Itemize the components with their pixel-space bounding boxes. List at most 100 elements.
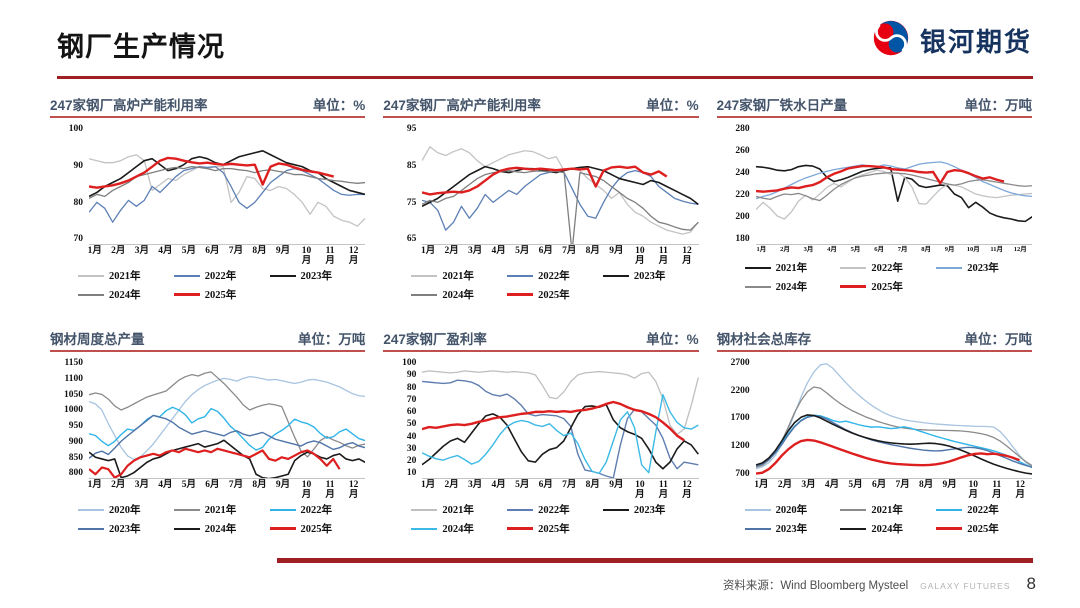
chart-canvas [755,359,1032,479]
chart-title: 钢材周度总产量 [50,332,145,347]
legend-item: 2025年 [173,287,270,302]
legend-line-marker [744,285,771,288]
legend-line-marker [744,266,771,269]
chart-unit-label: 单位：万吨 [964,332,1033,347]
y-tick-label: 100 [402,358,417,368]
legend-item: 2025年 [507,287,603,302]
chart-title: 247家钢厂铁水日产量 [716,98,848,113]
x-tick-month-char: 月 [635,255,645,266]
x-tick-label: 4月 [491,246,506,256]
y-tick-label: 60 [406,407,417,418]
x-tick-label: 4月 [158,246,173,256]
y-tick-label: 30 [406,443,417,454]
legend-line-marker [173,527,200,530]
y-tick-label: 220 [735,190,750,201]
x-tick-label: 5月 [515,480,530,490]
legend-line-marker [173,508,200,511]
page-number: 8 [1026,574,1036,593]
y-tick-label: 70 [73,234,84,245]
legend-line-marker [840,527,867,530]
legend-item: 2022年 [269,502,366,517]
line-series-2022年 [422,380,698,478]
y-tick-label: 1100 [64,373,83,384]
chart-panel-blast-furnace-utilization-1: 247家钢厂高炉产能利用率 单位：% 100 90 80 70 1月 2月 3月 4月 5月 6… [50,94,366,306]
x-tick-label: 7月 [897,246,908,253]
legend-line-marker [936,527,963,530]
legend-label: 2021年 [204,505,237,516]
line-series-2025年 [89,449,340,478]
x-tick-month-char: 月 [682,255,692,266]
legend: 2021年 2022年 2023年 2024年 2025年 [744,260,1032,298]
legend-item: 2022年 [507,502,603,517]
legend-label: 2025年 [300,524,333,535]
x-tick-month-char: 月 [348,255,359,266]
legend-label: 2023年 [633,505,666,516]
legend-line-marker [78,508,104,511]
brand-logo: 银河期货 [871,18,1032,63]
legend-item: 2021年 [411,268,507,283]
x-tick-label: 2月 [111,480,126,490]
legend: 2020年 2021年 2022年 2023年 2024年 2025年 [744,502,1032,540]
line-series-2025年 [89,158,334,188]
x-tick-label: 5月 [850,246,861,253]
x-tick-label: 4月 [824,480,840,490]
x-tick-label: 3月 [468,480,483,490]
plot-area: 95 85 75 65 [383,124,699,245]
legend-item: 2020年 [78,502,174,517]
legend-label: 2025年 [967,524,999,535]
legend-label: 2024年 [442,290,474,301]
galaxy-swirl-icon [871,18,911,63]
legend-line-marker [840,508,867,511]
y-tick-label: 1050 [64,389,83,400]
line-series-2022年 [89,167,365,223]
legend-item: 2023年 [744,521,841,536]
chart-title: 钢材社会总库存 [716,332,812,347]
x-tick-label: 6月 [874,246,884,253]
x-tick-number: 12 [348,480,359,490]
x-tick-label: 1月 [420,246,436,256]
line-series-2021年 [756,165,1032,221]
chart-title: 247家钢厂盈利率 [383,332,487,347]
legend-label: 2023年 [109,524,141,535]
line-series-2023年 [756,162,1032,199]
legend-item: 2023年 [602,502,699,517]
x-tick-label: 5月 [181,480,197,490]
legend-line-marker [507,293,534,296]
line-series-2021年 [89,155,365,226]
y-tick-label: 950 [68,421,83,432]
y-tick-label: 800 [68,468,83,479]
page-title: 钢厂生产情况 [57,32,225,62]
x-tick-month-char: 月 [968,489,978,500]
x-tick-number: 11 [658,246,668,256]
legend-label: 2025年 [538,524,570,535]
y-axis: 100 90 80 70 60 50 40 30 20 10 [383,358,422,479]
y-tick-label: 80 [406,382,417,393]
y-axis: 100 90 80 70 [50,124,89,245]
y-tick-label: 90 [73,160,84,171]
y-tick-label: 240 [735,168,750,179]
y-tick-label: 200 [735,212,750,223]
chart-header: 钢材周度总产量 单位：万吨 [50,328,366,352]
y-tick-label: 10 [406,468,417,479]
line-series-2021年 [422,371,698,434]
legend-item: 2022年 [840,260,936,275]
y-tick-label: 1000 [64,405,83,416]
x-tick-month-char: 月 [658,255,669,266]
line-series-2023年 [756,416,1032,467]
legend-item: 2022年 [936,502,1032,517]
legend-line-marker [269,508,296,511]
x-tick-number: 10 [301,480,312,490]
legend-item: 2024年 [78,287,174,302]
legend-label: 2022年 [204,271,237,282]
x-tick-label: 6月 [205,480,220,490]
legend-item: 2020年 [744,502,841,517]
x-tick-label: 6月 [538,480,553,490]
chart-header: 247家钢厂盈利率 单位：% [383,328,699,352]
